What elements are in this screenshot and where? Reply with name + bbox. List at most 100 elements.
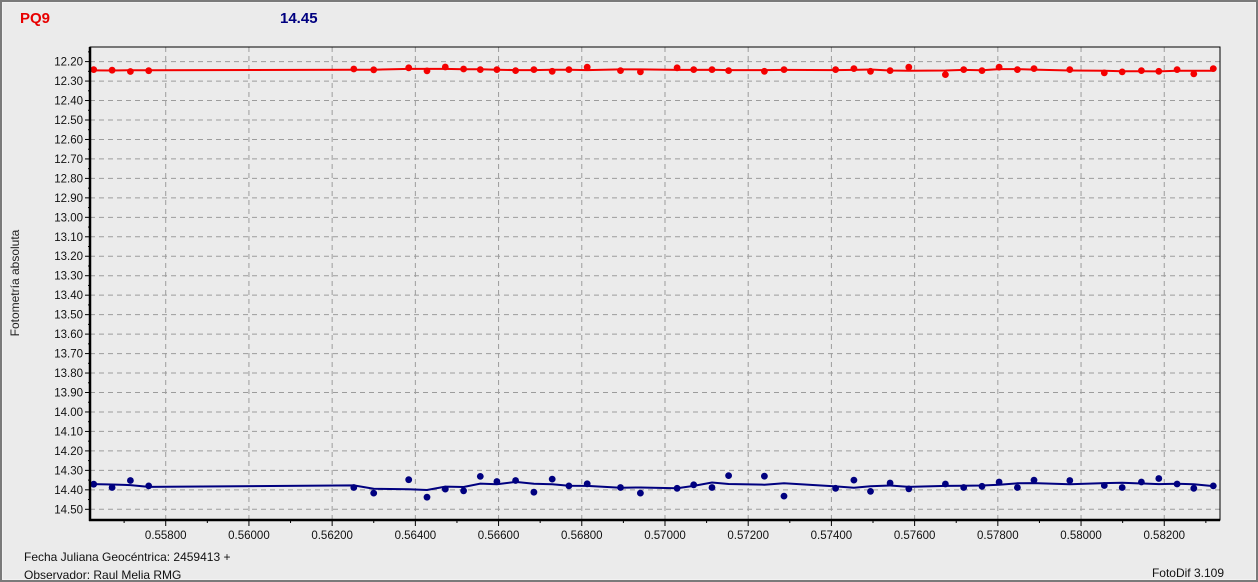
- red-series-data-point: [1030, 65, 1038, 72]
- red-series-data-point: [832, 66, 839, 73]
- y-tick-label: 13.70: [54, 349, 83, 361]
- x-tick-label: 0.56000: [228, 530, 270, 542]
- y-tick-label: 12.40: [54, 96, 83, 108]
- blue-series-data-point: [1100, 482, 1108, 489]
- y-tick-label: 13.00: [54, 212, 83, 224]
- blue-series-data-point: [1014, 484, 1021, 491]
- red-series-data-point: [350, 65, 358, 73]
- red-series-data-point: [960, 66, 968, 73]
- blue-series-data-point: [548, 475, 556, 483]
- y-tick-label: 12.70: [54, 154, 83, 166]
- blue-series-data-point: [1173, 480, 1181, 488]
- x-tick-label: 0.55800: [145, 530, 187, 542]
- axis-ticks: [85, 51, 1207, 526]
- julian-date-label: Fecha Juliana Geocéntrica: 2459413 +: [24, 550, 231, 564]
- x-tick-label: 0.56800: [561, 530, 603, 542]
- blue-series-data-point: [90, 480, 98, 488]
- blue-series-data-point: [780, 492, 788, 500]
- red-series-data-point: [565, 66, 573, 73]
- x-tick-label: 0.57400: [811, 530, 853, 542]
- red-series-data-point: [493, 66, 501, 73]
- gridlines: [90, 47, 1220, 520]
- footer-info: Fecha Juliana Geocéntrica: 2459413 + Obs…: [24, 548, 231, 582]
- x-tick-label: 0.57000: [644, 530, 686, 542]
- red-series-data-point: [423, 67, 431, 75]
- blue-series-data-point: [126, 477, 134, 484]
- red-series-data-point: [583, 63, 591, 71]
- blue-series-data-point: [145, 482, 153, 490]
- y-tick-label: 14.20: [54, 446, 83, 458]
- blue-series-data-point: [637, 489, 644, 497]
- x-tick-label: 0.57800: [977, 530, 1019, 542]
- blue-series-data-point: [832, 484, 839, 492]
- y-tick-label: 13.40: [54, 290, 83, 302]
- y-tick-label: 14.00: [54, 407, 83, 419]
- red-series-fit-line: [93, 67, 1214, 73]
- x-tick-label: 0.57200: [727, 530, 769, 542]
- blue-series-data-point: [512, 477, 519, 484]
- y-tick-label: 13.20: [54, 251, 83, 263]
- blue-series-fit-line: [93, 480, 1214, 492]
- red-series-data-point: [405, 64, 413, 72]
- blue-series-data-point: [960, 484, 968, 491]
- y-tick-label: 12.20: [54, 57, 83, 69]
- red-series-data-point: [708, 66, 716, 73]
- red-series-data-point: [761, 67, 768, 75]
- blue-series-data-point: [460, 487, 467, 495]
- red-series-data-point: [690, 66, 698, 73]
- y-tick-label: 14.50: [54, 504, 83, 516]
- red-series-data-point: [441, 63, 449, 71]
- blue-series-data-point: [995, 478, 1003, 486]
- red-series-data-point: [1118, 68, 1126, 76]
- blue-series-data-point: [476, 473, 484, 480]
- blue-series-data-point: [583, 480, 591, 488]
- blue-series-data-point: [565, 482, 573, 490]
- blue-series-data-point: [867, 488, 874, 495]
- red-series-data-point: [370, 66, 378, 74]
- object-name-label: PQ9: [20, 10, 51, 27]
- x-tick-label: 0.57600: [894, 530, 936, 542]
- red-series-data-point: [673, 64, 681, 72]
- blue-series-data-point: [1066, 477, 1074, 484]
- y-tick-label: 12.50: [54, 115, 83, 127]
- y-tick-label: 13.90: [54, 388, 83, 400]
- blue-series-data-point: [761, 472, 768, 480]
- blue-series-data-point: [1190, 484, 1198, 492]
- blue-series-data-point: [441, 485, 449, 493]
- blue-series-data-point: [690, 481, 698, 489]
- x-tick-label: 0.56400: [395, 530, 437, 542]
- blue-series-data-point: [370, 489, 378, 497]
- red-series-data-point: [1173, 66, 1181, 73]
- red-series-data-point: [1209, 65, 1217, 72]
- blue-series-data-point: [1209, 482, 1217, 490]
- blue-series-data-point: [493, 478, 501, 485]
- y-tick-label: 13.10: [54, 232, 83, 244]
- y-tick-label: 14.40: [54, 485, 83, 497]
- red-series-data-point: [108, 66, 116, 74]
- red-series-data-point: [637, 68, 644, 76]
- red-series-data-point: [548, 67, 556, 75]
- red-series-data-point: [995, 63, 1003, 71]
- blue-series-data-point: [1118, 484, 1126, 491]
- y-tick-label: 12.90: [54, 193, 83, 205]
- blue-series-data-point: [617, 484, 624, 491]
- blue-series-data-point: [942, 480, 949, 488]
- y-tick-label: 13.80: [54, 368, 83, 380]
- app-version-label: FotoDif 3.109: [1151, 566, 1224, 580]
- red-series-data-point: [460, 65, 467, 73]
- red-series-data-point: [978, 67, 986, 74]
- red-series-data-point: [725, 67, 732, 74]
- blue-series-data-point: [423, 493, 431, 501]
- blue-series-data-point: [905, 485, 913, 493]
- blue-series-data-point: [978, 482, 986, 490]
- observer-label: Observador: Raul Melia RMG: [24, 568, 182, 582]
- blue-series-data-point: [405, 476, 413, 484]
- red-series-data-point: [1138, 67, 1145, 74]
- red-series-data-point: [1066, 66, 1074, 73]
- blue-series-data-point: [350, 484, 358, 491]
- blue-series-data-point: [530, 488, 538, 496]
- y-tick-label: 12.30: [54, 76, 83, 88]
- blue-series-data-point: [673, 484, 681, 492]
